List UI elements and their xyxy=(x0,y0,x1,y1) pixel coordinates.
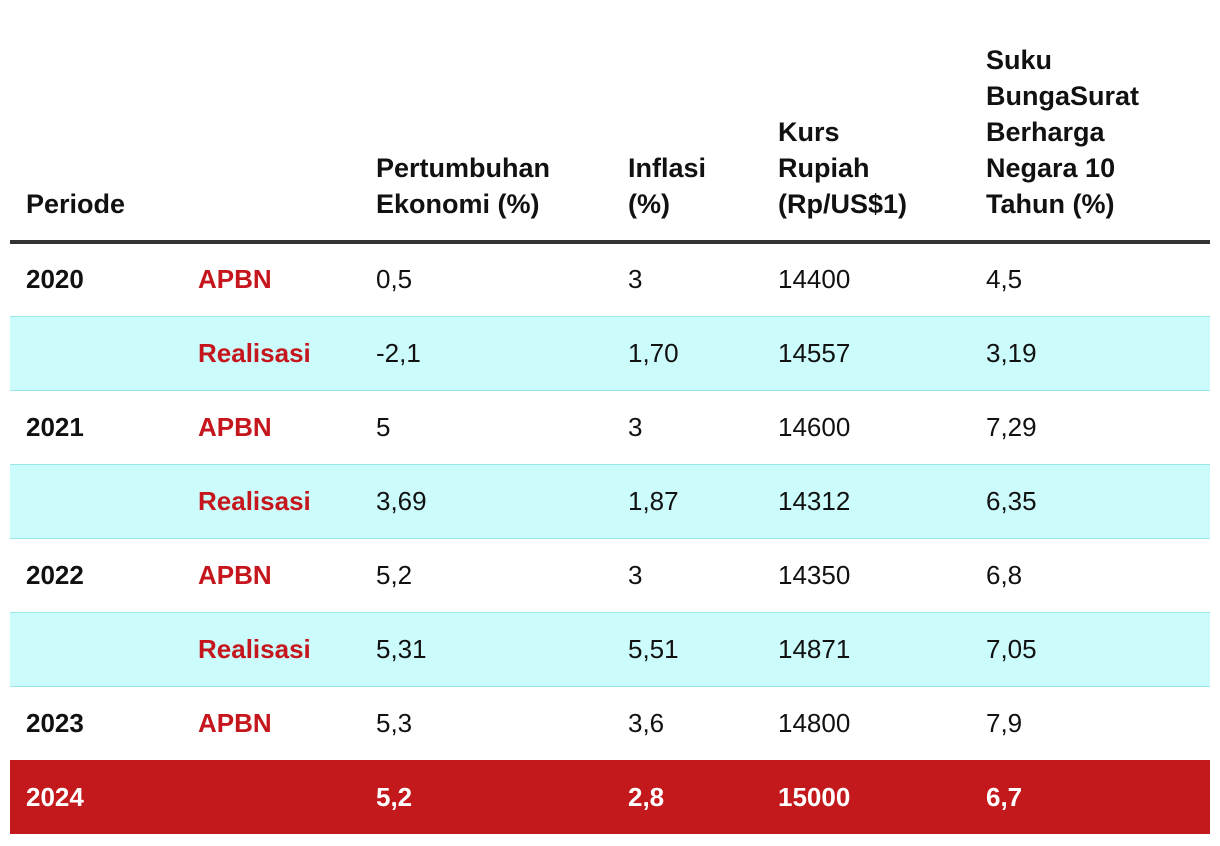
header-inflasi-line2: (%) xyxy=(628,189,670,219)
cell-sbn: 6,8 xyxy=(986,559,1023,590)
cell-pertumbuhan: 5,2 xyxy=(360,760,612,834)
cell-type: APBN xyxy=(198,707,272,738)
header-pertumbuhan: Pertumbuhan Ekonomi (%) xyxy=(360,0,612,244)
cell-year: 2021 xyxy=(26,411,84,442)
cell-inflasi: 1,87 xyxy=(612,464,762,538)
cell-sbn: 6,7 xyxy=(970,760,1210,834)
cell-kurs: 14350 xyxy=(778,559,851,590)
cell-pertumbuhan: 5,31 xyxy=(360,612,612,686)
table-body: 2020 APBN 0,5 3 14400 4,5 Realisasi -2,1… xyxy=(10,242,1210,834)
cell-year xyxy=(10,316,182,390)
cell-pertumbuhan: 5 xyxy=(376,411,391,442)
macro-assumptions-table: Periode Pertumbuhan Ekonomi (%) Inflasi … xyxy=(10,0,1210,834)
table-row: Realisasi 5,31 5,51 14871 7,05 xyxy=(10,612,1210,686)
header-kurs-line2: Rupiah xyxy=(778,153,870,183)
cell-sbn: 3,19 xyxy=(970,316,1210,390)
cell-sbn: 6,35 xyxy=(970,464,1210,538)
cell-inflasi: 3,6 xyxy=(628,707,665,738)
cell-pertumbuhan: 0,5 xyxy=(376,264,413,295)
header-type xyxy=(182,0,360,244)
table-row: 2020 APBN 0,5 3 14400 4,5 xyxy=(10,242,1210,316)
cell-kurs: 14312 xyxy=(762,464,970,538)
header-kurs: Kurs Rupiah (Rp/US$1) xyxy=(762,0,970,244)
cell-year: 2020 xyxy=(26,264,84,295)
cell-kurs: 14400 xyxy=(778,264,851,295)
cell-kurs: 14557 xyxy=(762,316,970,390)
cell-pertumbuhan: 5,3 xyxy=(376,707,413,738)
cell-kurs: 15000 xyxy=(762,760,970,834)
header-pertumbuhan-line1: Pertumbuhan xyxy=(376,153,551,183)
table-row: Realisasi -2,1 1,70 14557 3,19 xyxy=(10,316,1210,390)
cell-type: Realisasi xyxy=(182,316,360,390)
cell-type: APBN xyxy=(198,411,272,442)
header-sbn-line4: Negara 10 xyxy=(986,153,1116,183)
cell-type: APBN xyxy=(198,559,272,590)
cell-pertumbuhan: -2,1 xyxy=(360,316,612,390)
cell-sbn: 7,29 xyxy=(986,411,1037,442)
table-row: 2022 APBN 5,2 3 14350 6,8 xyxy=(10,538,1210,612)
header-row: Periode Pertumbuhan Ekonomi (%) Inflasi … xyxy=(10,0,1210,244)
cell-pertumbuhan: 3,69 xyxy=(360,464,612,538)
cell-sbn: 7,9 xyxy=(986,707,1023,738)
cell-type: APBN xyxy=(198,264,272,295)
header-periode-label: Periode xyxy=(26,189,126,219)
cell-year: 2022 xyxy=(26,559,84,590)
cell-inflasi: 5,51 xyxy=(612,612,762,686)
header-sbn-line5: Tahun (%) xyxy=(986,189,1115,219)
header-sbn: Suku BungaSurat Berharga Negara 10 Tahun… xyxy=(970,0,1210,244)
table-row: 2023 APBN 5,3 3,6 14800 7,9 xyxy=(10,686,1210,760)
cell-type: Realisasi xyxy=(182,464,360,538)
cell-kurs: 14800 xyxy=(778,707,851,738)
header-kurs-line3: (Rp/US$1) xyxy=(778,189,908,219)
cell-sbn: 4,5 xyxy=(986,264,1023,295)
header-kurs-line1: Kurs xyxy=(778,117,840,147)
header-inflasi-line1: Inflasi xyxy=(628,153,707,183)
cell-inflasi: 1,70 xyxy=(612,316,762,390)
table-header: Periode Pertumbuhan Ekonomi (%) Inflasi … xyxy=(10,0,1210,244)
cell-sbn: 7,05 xyxy=(970,612,1210,686)
header-pertumbuhan-line2: Ekonomi (%) xyxy=(376,189,540,219)
macro-assumptions-table-container: Periode Pertumbuhan Ekonomi (%) Inflasi … xyxy=(10,0,1210,834)
cell-type xyxy=(182,760,360,834)
header-inflasi: Inflasi (%) xyxy=(612,0,762,244)
header-sbn-line1: Suku xyxy=(986,45,1053,75)
cell-inflasi: 3 xyxy=(628,264,643,295)
table-row: Realisasi 3,69 1,87 14312 6,35 xyxy=(10,464,1210,538)
cell-year: 2023 xyxy=(26,707,84,738)
cell-year: 2024 xyxy=(10,760,182,834)
cell-kurs: 14600 xyxy=(778,411,851,442)
cell-year xyxy=(10,464,182,538)
cell-year xyxy=(10,612,182,686)
cell-kurs: 14871 xyxy=(762,612,970,686)
cell-pertumbuhan: 5,2 xyxy=(376,559,413,590)
header-sbn-line2: BungaSurat xyxy=(986,81,1140,111)
cell-inflasi: 3 xyxy=(628,411,643,442)
table-row: 2021 APBN 5 3 14600 7,29 xyxy=(10,390,1210,464)
cell-inflasi: 3 xyxy=(628,559,643,590)
header-periode: Periode xyxy=(10,0,182,244)
cell-inflasi: 2,8 xyxy=(612,760,762,834)
table-row-highlight-2024: 2024 5,2 2,8 15000 6,7 xyxy=(10,760,1210,834)
header-sbn-line3: Berharga xyxy=(986,117,1105,147)
cell-type: Realisasi xyxy=(182,612,360,686)
